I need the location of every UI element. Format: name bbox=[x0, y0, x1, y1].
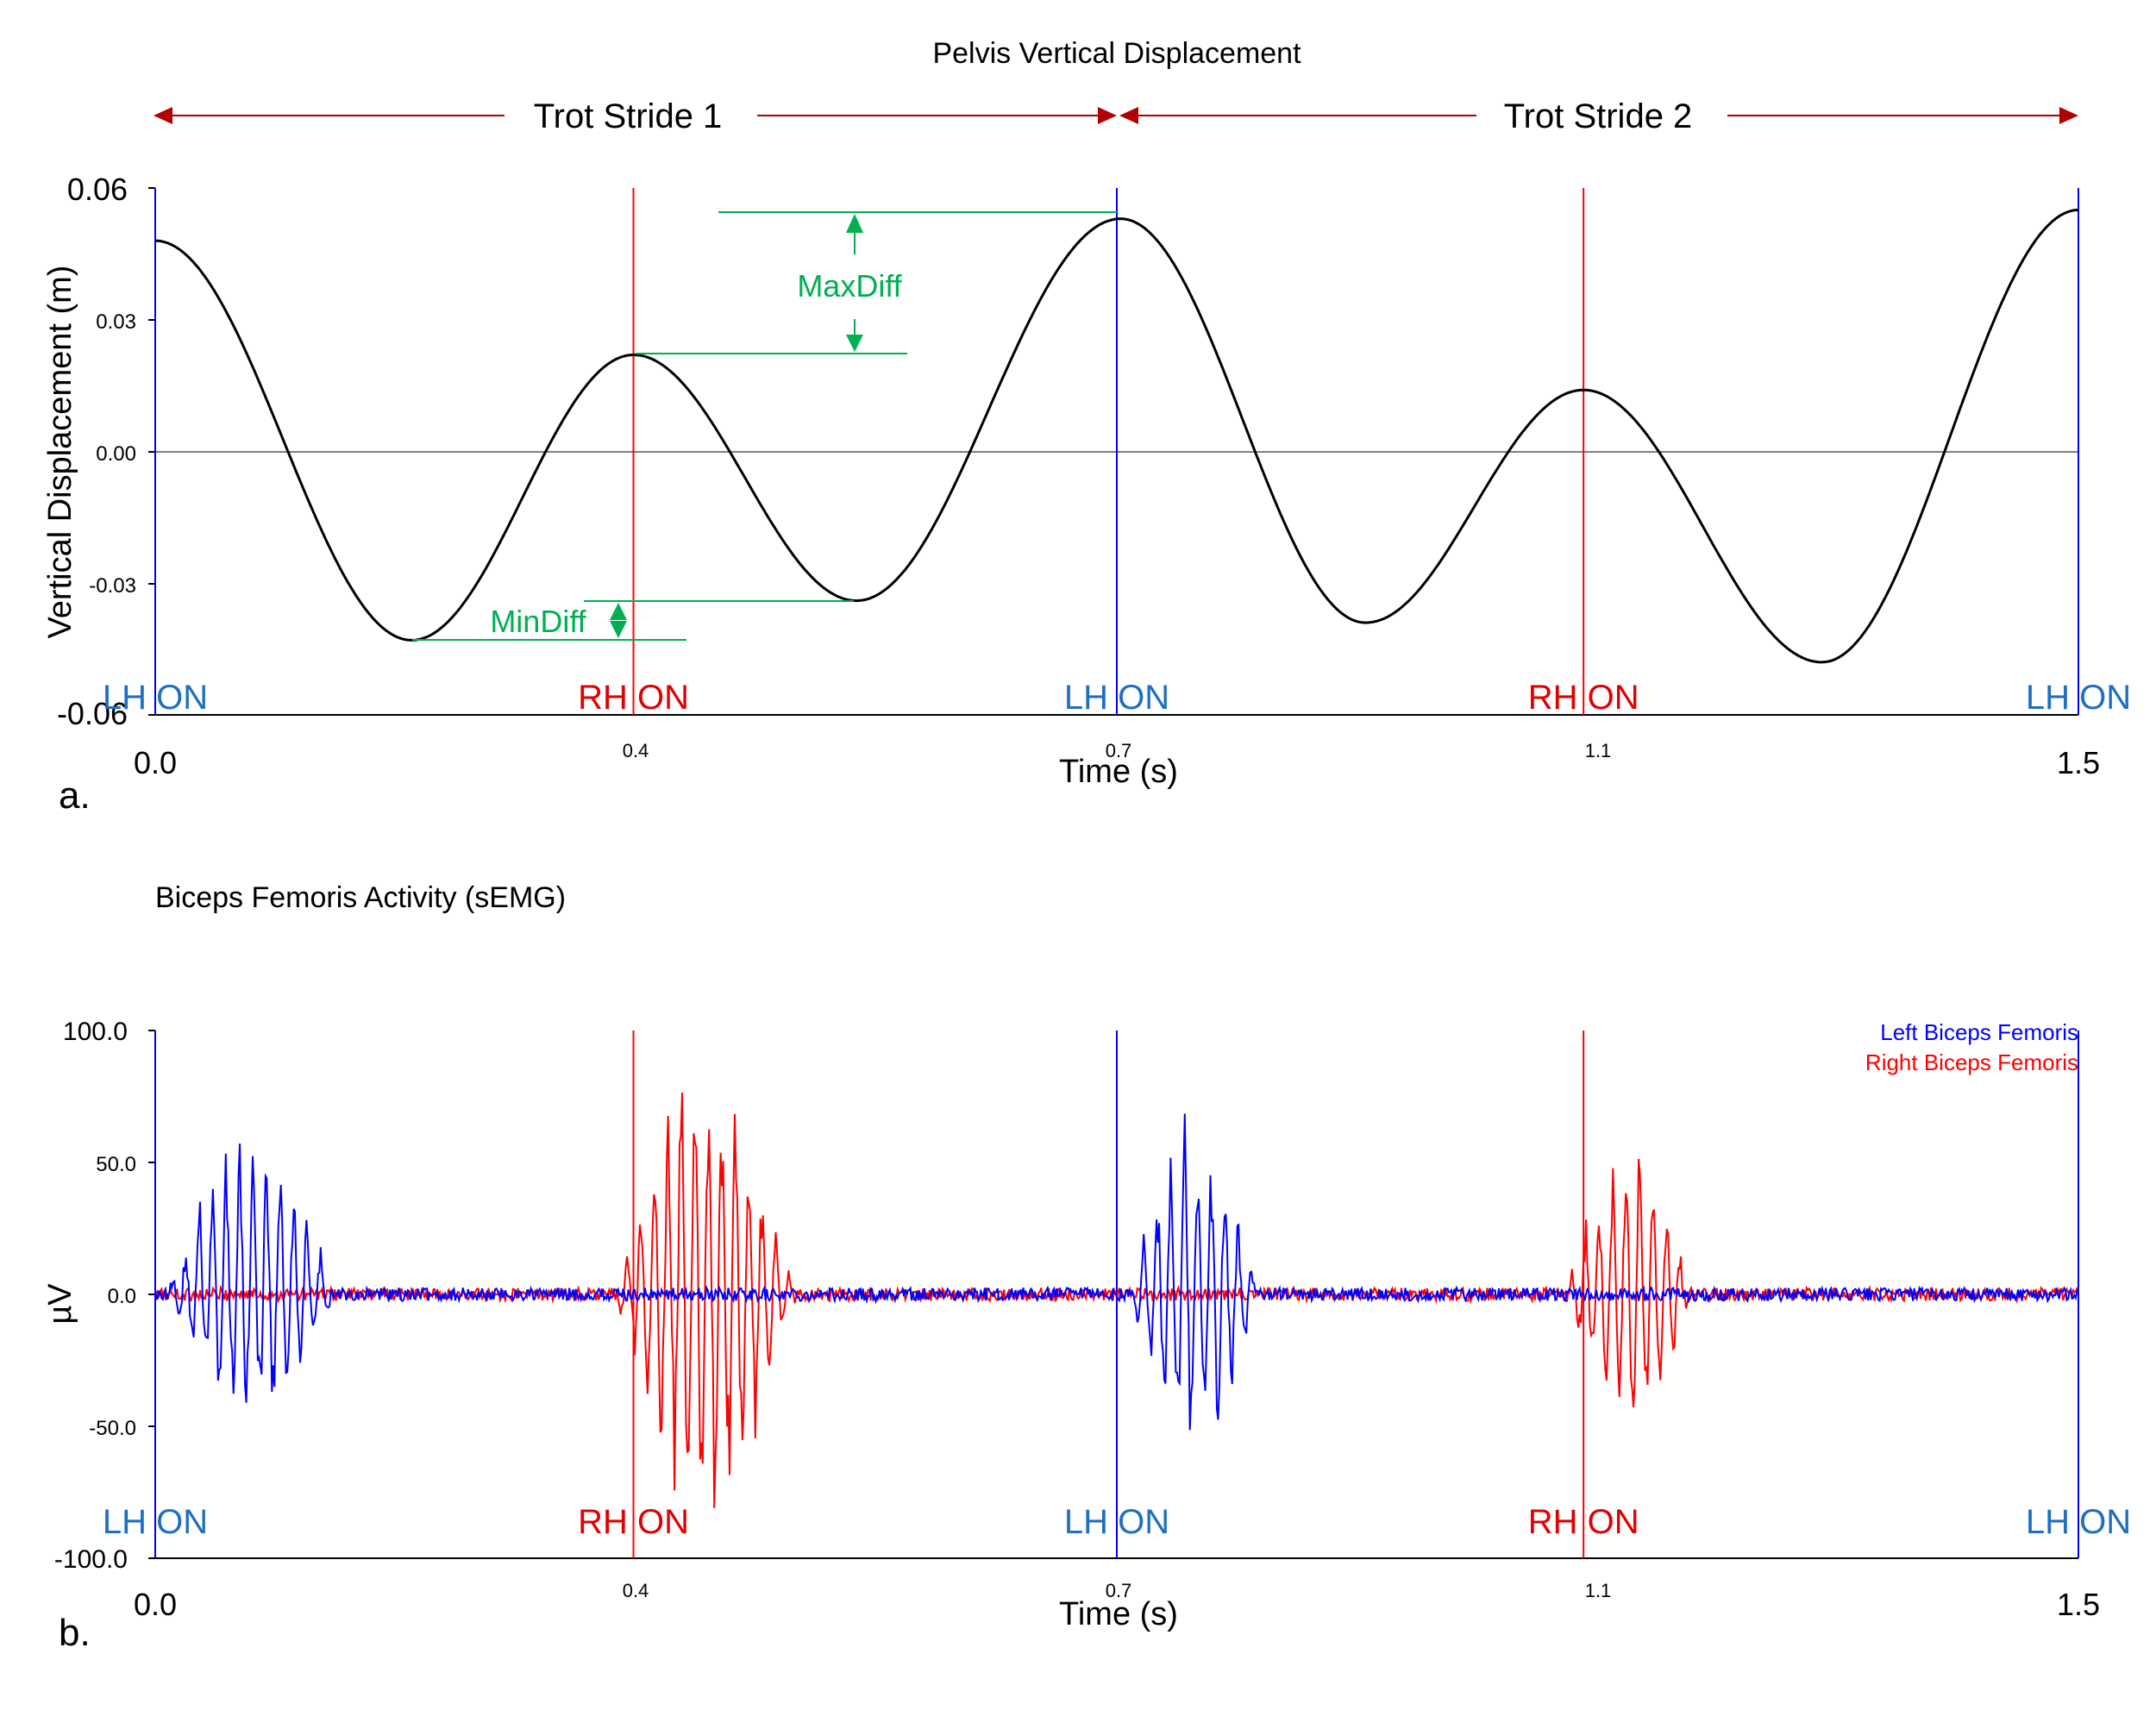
y-tick-label: 0.0 bbox=[108, 1285, 136, 1308]
mindiff-arrowhead-down bbox=[610, 621, 627, 638]
event-label-right-hind: RH ON bbox=[578, 1503, 689, 1541]
event-label-left-hind: LH ON bbox=[103, 1503, 208, 1541]
event-label-right-hind: RH ON bbox=[578, 679, 689, 717]
mindiff-label: MinDiff bbox=[490, 604, 586, 639]
x-tick-labels: 0.0 0.4 0.7 1.1 1.5 bbox=[134, 740, 2100, 780]
stride-1-arrowhead-left bbox=[154, 107, 172, 124]
maxdiff-label: MaxDiff bbox=[797, 268, 902, 304]
y-axis-label: Vertical Displacement (m) bbox=[42, 266, 78, 639]
y-tick-label: -100.0 bbox=[54, 1545, 128, 1574]
legend-item-right-biceps-femoris: Right Biceps Femoris bbox=[1865, 1049, 2078, 1075]
x-tick-label: 0.4 bbox=[623, 1580, 649, 1601]
event-label-left-hind: LH ON bbox=[1064, 1503, 1169, 1541]
maxdiff-arrowhead-down bbox=[846, 335, 863, 352]
maxdiff-arrowhead-up bbox=[846, 214, 863, 233]
y-tick-label: 0.00 bbox=[96, 442, 136, 466]
mindiff-arrowhead-up bbox=[610, 603, 627, 620]
event-label-left-hind: LH ON bbox=[103, 679, 208, 717]
x-axis-label: Time (s) bbox=[1059, 1596, 1178, 1632]
gait-event-markers: LH ON RH ON LH ON RH ON LH ON bbox=[103, 1031, 2131, 1558]
chart-title: Biceps Femoris Activity (sEMG) bbox=[155, 881, 566, 914]
y-tick-label: -0.03 bbox=[89, 574, 136, 598]
panel-label: a. bbox=[59, 774, 91, 817]
emg-left-biceps-femoris-line bbox=[154, 1113, 2079, 1431]
y-tick-label: -50.0 bbox=[89, 1417, 136, 1440]
stride-1-label: Trot Stride 1 bbox=[534, 97, 723, 135]
x-axis-label: Time (s) bbox=[1059, 754, 1178, 790]
y-tick-label: 50.0 bbox=[96, 1153, 136, 1176]
x-tick-label: 0.7 bbox=[1106, 1580, 1132, 1601]
y-tick-label: 0.03 bbox=[96, 310, 136, 334]
event-label-left-hind: LH ON bbox=[2026, 1503, 2131, 1541]
stride-2-arrowhead-left bbox=[1119, 107, 1138, 124]
x-tick-label: 0.4 bbox=[623, 740, 649, 761]
panel-a-displacement-chart: Pelvis Vertical Displacement Trot Stride… bbox=[42, 37, 2131, 817]
y-tick-label: 0.06 bbox=[67, 172, 128, 207]
x-tick-label: 1.1 bbox=[1585, 740, 1612, 761]
mindiff-annotation: MinDiff bbox=[412, 600, 854, 641]
pelvis-displacement-curve bbox=[154, 209, 2079, 664]
event-label-left-hind: LH ON bbox=[1064, 679, 1169, 717]
event-label-left-hind: LH ON bbox=[2026, 679, 2131, 717]
stride-1-arrowhead-right bbox=[1098, 107, 1117, 124]
x-tick-label: 0.0 bbox=[134, 745, 177, 780]
event-label-right-hind: RH ON bbox=[1528, 679, 1639, 717]
panel-label: b. bbox=[59, 1612, 91, 1654]
x-tick-label: 0.7 bbox=[1106, 740, 1132, 761]
maxdiff-annotation: MaxDiff bbox=[636, 211, 1117, 354]
x-tick-label: 0.0 bbox=[134, 1587, 177, 1622]
stride-2-marker: Trot Stride 2 bbox=[1119, 97, 2078, 135]
x-tick-label: 1.5 bbox=[2057, 1587, 2100, 1622]
stride-1-marker: Trot Stride 1 bbox=[154, 97, 1117, 135]
y-axis-label: µV bbox=[42, 1283, 78, 1325]
x-tick-labels: 0.0 0.4 0.7 1.1 1.5 bbox=[134, 1580, 2100, 1622]
y-tick-label: 100.0 bbox=[63, 1018, 128, 1046]
legend-item-left-biceps-femoris: Left Biceps Femoris bbox=[1880, 1019, 2078, 1045]
y-tick-labels: 0.06 0.03 0.00 -0.03 -0.06 bbox=[57, 172, 155, 731]
x-tick-label: 1.5 bbox=[2057, 745, 2100, 780]
x-tick-label: 1.1 bbox=[1585, 1580, 1612, 1601]
stride-2-label: Trot Stride 2 bbox=[1504, 97, 1693, 135]
y-tick-label: -0.06 bbox=[57, 696, 128, 731]
panel-b-emg-chart: Biceps Femoris Activity (sEMG) 100.0 50.… bbox=[42, 881, 2131, 1654]
y-tick-labels: 100.0 50.0 0.0 -50.0 -100.0 bbox=[54, 1018, 155, 1574]
chart-title: Pelvis Vertical Displacement bbox=[932, 37, 1301, 70]
gait-event-markers: LH ON RH ON LH ON RH ON LH ON bbox=[103, 188, 2131, 717]
legend: Left Biceps Femoris Right Biceps Femoris bbox=[1865, 1019, 2078, 1075]
stride-2-arrowhead-right bbox=[2059, 107, 2078, 124]
event-label-right-hind: RH ON bbox=[1528, 1503, 1639, 1541]
